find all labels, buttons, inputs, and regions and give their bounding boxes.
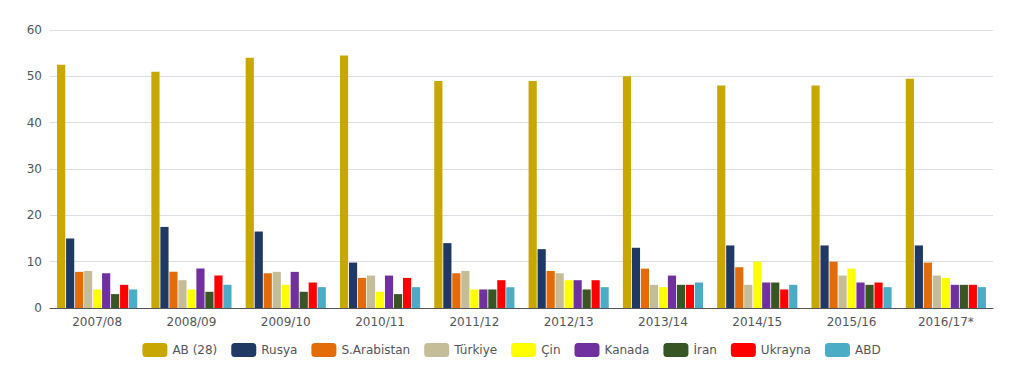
svg-text:2014/15: 2014/15 — [732, 315, 782, 329]
svg-text:2008/09: 2008/09 — [167, 315, 217, 329]
svg-text:2016/17*: 2016/17* — [918, 315, 974, 329]
svg-text:0: 0 — [34, 301, 42, 315]
svg-text:AB (28): AB (28) — [172, 343, 217, 357]
svg-text:50: 50 — [27, 69, 42, 83]
svg-text:2010/11: 2010/11 — [355, 315, 405, 329]
svg-text:2007/08: 2007/08 — [72, 315, 122, 329]
svg-text:2012/13: 2012/13 — [544, 315, 594, 329]
svg-text:2013/14: 2013/14 — [638, 315, 688, 329]
svg-text:ABD: ABD — [855, 343, 881, 357]
svg-text:2011/12: 2011/12 — [449, 315, 499, 329]
svg-text:60: 60 — [27, 23, 42, 37]
svg-text:S.Arabistan: S.Arabistan — [341, 343, 410, 357]
svg-text:Kanada: Kanada — [604, 343, 649, 357]
svg-text:2009/10: 2009/10 — [261, 315, 311, 329]
svg-text:Çin: Çin — [541, 343, 560, 357]
svg-text:İran: İran — [693, 342, 716, 357]
svg-text:Türkiye: Türkiye — [453, 343, 497, 357]
svg-text:Ukrayna: Ukrayna — [761, 343, 811, 357]
svg-text:40: 40 — [27, 116, 42, 130]
svg-text:30: 30 — [27, 162, 42, 176]
svg-text:2015/16: 2015/16 — [827, 315, 877, 329]
svg-text:20: 20 — [27, 208, 42, 222]
svg-text:10: 10 — [27, 255, 42, 269]
svg-text:Rusya: Rusya — [261, 343, 297, 357]
